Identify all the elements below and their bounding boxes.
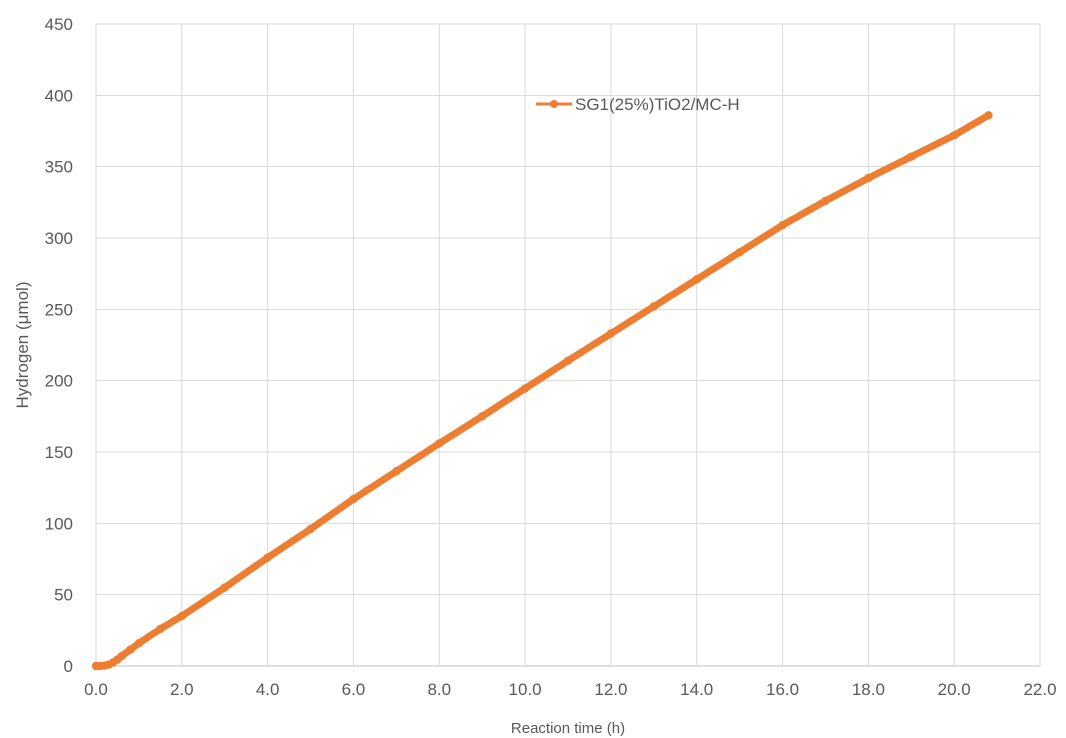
x-tick-label: 14.0	[680, 680, 713, 699]
data-point	[117, 651, 126, 661]
x-tick-label: 12.0	[594, 680, 627, 699]
y-tick-label: 300	[45, 229, 73, 248]
data-point	[778, 220, 787, 230]
series-group	[91, 111, 993, 671]
data-point	[821, 196, 830, 206]
x-tick-label: 16.0	[766, 680, 799, 699]
legend-label: SG1(25%)TiO2/MC-H	[575, 95, 740, 114]
data-point	[306, 524, 315, 534]
data-point	[177, 611, 187, 621]
data-point	[477, 412, 487, 421]
data-point	[520, 384, 530, 393]
x-tick-label: 6.0	[342, 680, 366, 699]
data-point	[220, 583, 229, 592]
axes	[95, 24, 1040, 667]
data-point	[126, 645, 135, 654]
x-tick-label: 20.0	[938, 680, 971, 699]
data-point	[392, 467, 401, 476]
y-tick-label: 0	[64, 657, 73, 676]
x-tick-label: 22.0	[1023, 680, 1056, 699]
data-point	[907, 152, 916, 161]
y-tick-label: 150	[45, 443, 73, 462]
y-tick-label: 250	[45, 300, 73, 319]
data-point	[563, 356, 573, 365]
data-point	[949, 131, 959, 140]
data-point	[864, 173, 873, 183]
y-tick-label: 100	[45, 514, 73, 533]
data-point	[606, 329, 616, 338]
data-point	[263, 553, 272, 562]
x-tick-labels: 0.0 2.0 4.0 6.0 8.0 10.0 12.0 14.0 16.0 18.0 20.0 2…	[84, 680, 1056, 699]
legend-dot-marker	[550, 100, 558, 108]
x-tick-label: 4.0	[256, 680, 280, 699]
x-tick-label: 10.0	[509, 680, 542, 699]
y-axis-label: Hydrogen (μmol)	[13, 282, 32, 409]
data-point	[735, 248, 744, 257]
y-tick-labels: 0 50 100 150 200 250 300 350 400 450	[45, 15, 73, 676]
x-tick-label: 0.0	[84, 680, 108, 699]
y-tick-label: 50	[54, 586, 73, 605]
series-line	[92, 111, 992, 670]
data-point	[349, 494, 358, 504]
data-point	[649, 302, 659, 311]
x-tick-label: 8.0	[427, 680, 451, 699]
y-tick-label: 350	[45, 158, 73, 177]
data-point	[692, 275, 701, 284]
y-tick-label: 450	[45, 15, 73, 34]
gridlines	[96, 23, 1041, 666]
data-point	[134, 638, 144, 648]
data-point	[156, 624, 165, 634]
x-tick-label: 18.0	[852, 680, 885, 699]
x-tick-label: 2.0	[170, 680, 194, 699]
y-tick-label: 400	[45, 86, 73, 105]
y-tick-label: 200	[45, 372, 73, 391]
data-point	[984, 111, 993, 120]
data-point	[435, 439, 444, 448]
legend: SG1(25%)TiO2/MC-H	[536, 95, 740, 114]
x-axis-label: Reaction time (h)	[511, 720, 625, 737]
